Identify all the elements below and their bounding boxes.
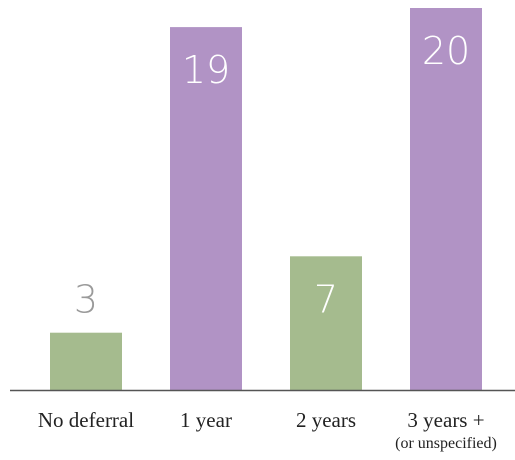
tick-sublabel-3-years: (or unspecified): [395, 435, 497, 452]
bar-no-deferral: [50, 332, 122, 390]
value-label-no-deferral: 3: [74, 278, 98, 322]
bar-3-years: [410, 8, 482, 390]
value-label-1-year: 19: [182, 48, 230, 92]
bar-1-year: [170, 27, 242, 390]
tick-label-1-year: 1 year: [180, 408, 232, 432]
value-labels-group: 3 19 7 20: [74, 29, 470, 322]
tick-labels-group: No deferral 1 year 2 years 3 years + (or uns…: [38, 408, 497, 452]
value-label-3-years: 20: [422, 29, 470, 73]
bar-2-years: [290, 256, 362, 390]
tick-label-no-deferral: No deferral: [38, 408, 134, 432]
value-label-2-years: 7: [314, 277, 338, 321]
tick-label-3-years: 3 years +: [407, 408, 484, 432]
bars-group: [50, 8, 482, 390]
tick-label-2-years: 2 years: [296, 408, 356, 432]
